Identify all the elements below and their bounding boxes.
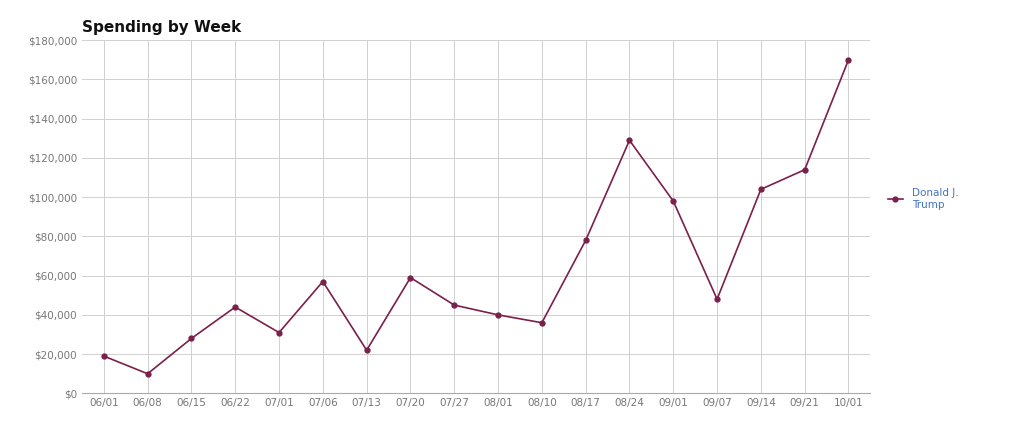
Donald J.
Trump (668, 198, 680, 204)
Donald J.
Trump (580, 238, 592, 243)
Donald J.
Trump (404, 275, 417, 280)
Donald J.
Trump (624, 138, 636, 143)
Donald J.
Trump (843, 57, 855, 63)
Line: Donald J.
Trump: Donald J. Trump (101, 57, 851, 376)
Text: Spending by Week: Spending by Week (82, 20, 242, 35)
Donald J.
Trump (185, 336, 198, 341)
Donald J.
Trump (799, 167, 811, 173)
Donald J.
Trump (97, 354, 110, 359)
Donald J.
Trump (492, 312, 504, 317)
Donald J.
Trump (272, 330, 285, 335)
Donald J.
Trump (229, 304, 242, 310)
Donald J.
Trump (755, 187, 767, 192)
Donald J.
Trump (316, 279, 329, 284)
Donald J.
Trump (141, 371, 154, 376)
Donald J.
Trump (360, 347, 373, 353)
Donald J.
Trump (711, 296, 723, 302)
Donald J.
Trump (536, 320, 548, 325)
Legend: Donald J.
Trump: Donald J. Trump (884, 184, 963, 214)
Donald J.
Trump (449, 302, 461, 308)
